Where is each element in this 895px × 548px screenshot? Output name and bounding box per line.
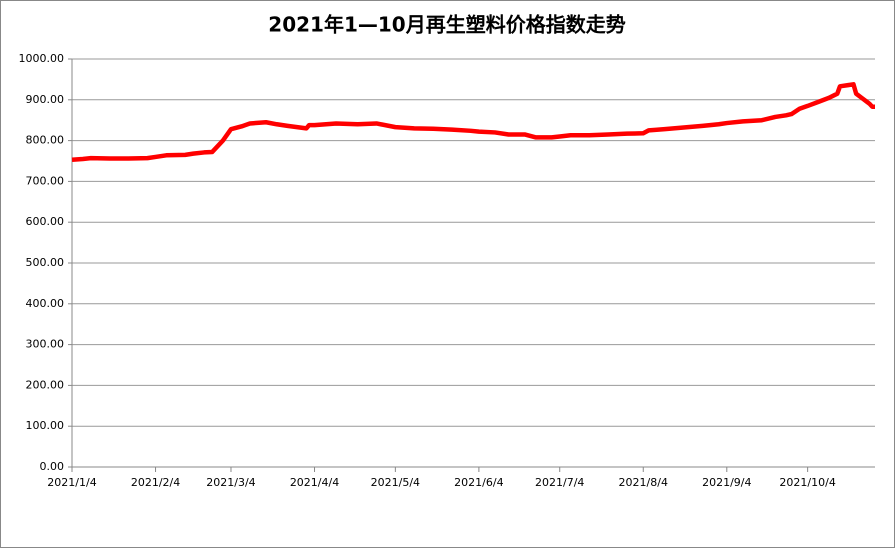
- x-tick-label: 2021/5/4: [371, 476, 420, 489]
- y-tick-label: 0.00: [40, 460, 65, 473]
- x-tick-label: 2021/1/4: [47, 476, 96, 489]
- y-tick-label: 800.00: [26, 134, 65, 147]
- y-tick-label: 200.00: [26, 378, 65, 391]
- x-tick-label: 2021/6/4: [454, 476, 503, 489]
- x-tick-label: 2021/7/4: [535, 476, 584, 489]
- y-tick-label: 400.00: [26, 297, 65, 310]
- x-tick-label: 2021/4/4: [290, 476, 339, 489]
- y-tick-label: 300.00: [26, 338, 65, 351]
- x-tick-label: 2021/8/4: [619, 476, 668, 489]
- y-tick-label: 600.00: [26, 215, 65, 228]
- y-tick-label: 1000.00: [19, 52, 65, 65]
- chart-title: 2021年1—10月再生塑料价格指数走势: [268, 13, 625, 37]
- x-tick-label: 2021/2/4: [131, 476, 180, 489]
- y-tick-label: 500.00: [26, 256, 65, 269]
- y-tick-label: 100.00: [26, 419, 65, 432]
- y-tick-label: 700.00: [26, 174, 65, 187]
- x-tick-label: 2021/3/4: [206, 476, 255, 489]
- data-line: [71, 82, 875, 163]
- y-tick-label: 900.00: [26, 93, 65, 106]
- x-tick-label: 2021/10/4: [779, 476, 835, 489]
- x-tick-label: 2021/9/4: [702, 476, 751, 489]
